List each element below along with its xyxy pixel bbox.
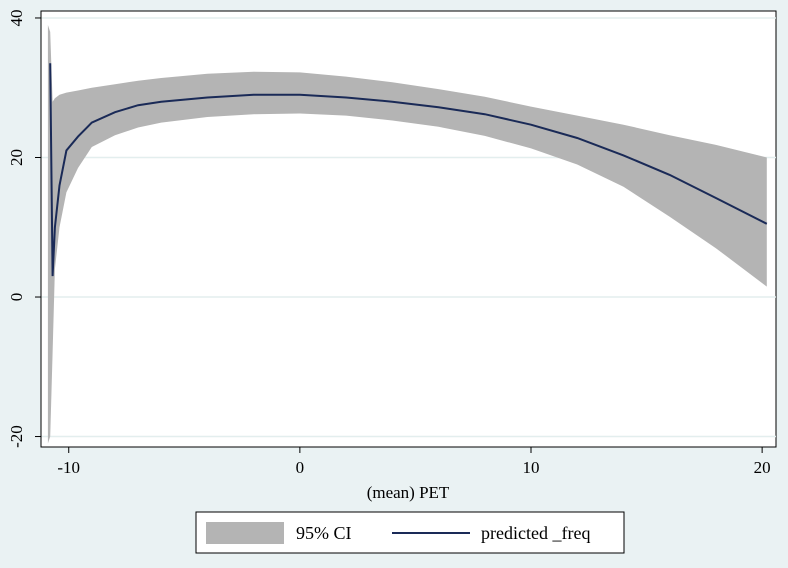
legend-swatch-ci (206, 522, 284, 544)
y-tick-label: 20 (7, 149, 26, 166)
x-tick-label: -10 (57, 458, 80, 477)
x-axis-title: (mean) PET (367, 483, 450, 502)
plot-area (40, 10, 777, 448)
axes-layer (40, 11, 776, 448)
x-tick-label: 20 (754, 458, 771, 477)
tick-layer: -20 0 20 40 -10 0 10 20 (7, 9, 771, 477)
legend-label-ci: 95% CI (296, 523, 352, 543)
y-tick-label: -20 (7, 425, 26, 448)
y-tick-label: 0 (7, 293, 26, 302)
ci-band (47, 25, 767, 444)
y-tick-label: 40 (7, 9, 26, 26)
legend-label-predicted: predicted _freq (481, 523, 590, 543)
legend: 95% CI predicted _freq (195, 511, 625, 554)
x-tick-label: 10 (523, 458, 540, 477)
x-tick-label: 0 (296, 458, 305, 477)
predicted-line (49, 63, 768, 277)
